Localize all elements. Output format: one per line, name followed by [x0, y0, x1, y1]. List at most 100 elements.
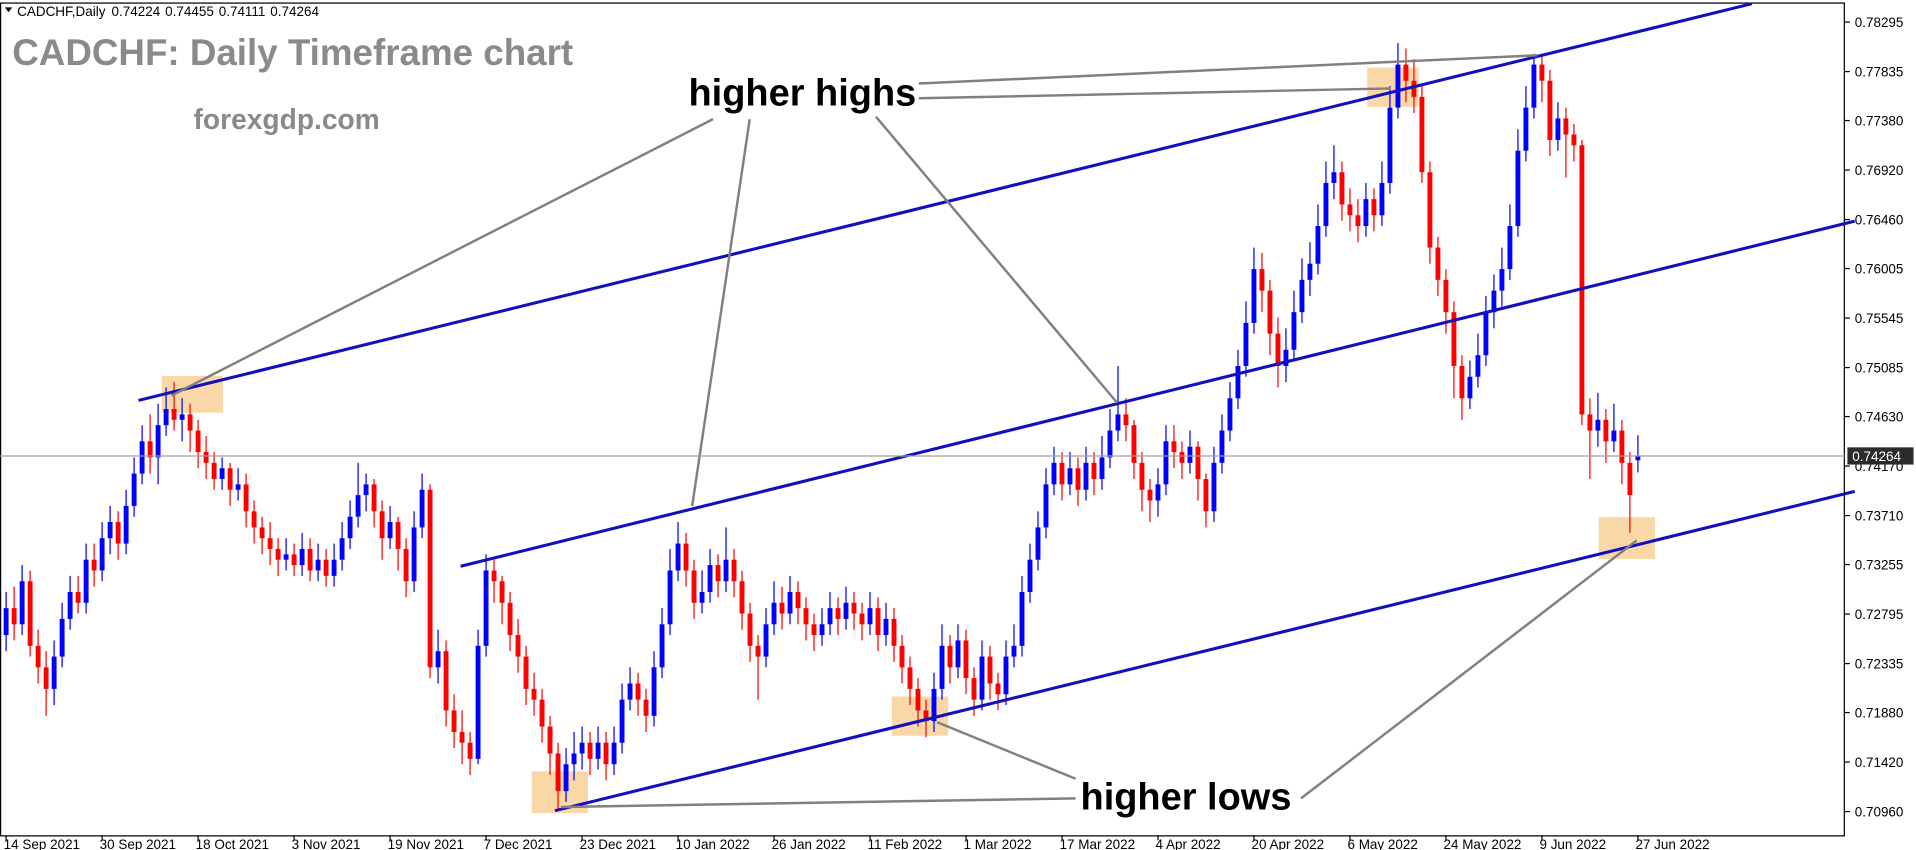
candle-body [1379, 182, 1385, 216]
annotation: higher highs [688, 73, 916, 115]
candle-body [1459, 365, 1465, 399]
pointer-line [936, 721, 1077, 780]
candle-body [523, 656, 529, 689]
x-tick-label: 9 Jun 2022 [1539, 837, 1606, 850]
pointer-line [690, 118, 751, 507]
candle-body [123, 505, 129, 544]
candle-body [571, 753, 577, 765]
candle-body [715, 565, 721, 582]
candle-body [19, 581, 25, 625]
candle-body [923, 710, 929, 722]
candle-body [547, 726, 553, 754]
candle-body [1315, 226, 1321, 264]
candle-body [75, 592, 81, 603]
candle-body [1187, 446, 1193, 463]
candle-body [1611, 430, 1617, 442]
candle-body [1115, 414, 1121, 431]
candle-body [323, 559, 329, 576]
candle-body [907, 667, 913, 689]
pointer-line [1300, 539, 1638, 800]
candle-body [731, 559, 737, 582]
y-tick-label: 0.72335 [1855, 656, 1904, 671]
candle-body [99, 538, 105, 571]
x-tick-label: 30 Sep 2021 [100, 837, 176, 850]
candle-body [619, 699, 625, 743]
x-tick-label: 26 Jan 2022 [772, 837, 846, 850]
candle-body [1491, 290, 1497, 313]
candle-body [491, 570, 497, 582]
candle-body [131, 473, 137, 506]
candle-body [667, 570, 673, 625]
candle-body [963, 640, 969, 679]
candle-body [779, 602, 785, 614]
candle-body [195, 430, 201, 453]
candle-body [915, 688, 921, 711]
candle-body [891, 618, 897, 646]
candle-body [155, 425, 161, 458]
candle-body [979, 656, 985, 700]
header: CADCHF,Daily 0.74224 0.74455 0.74111 0.74264 [17, 4, 319, 19]
candle-body [203, 452, 209, 463]
candle-body [291, 554, 297, 566]
y-tick-label: 0.70960 [1855, 804, 1904, 819]
candle-body [987, 656, 993, 684]
candle-body [315, 559, 321, 571]
candle-body [1619, 430, 1625, 463]
y-tick-label: 0.73710 [1855, 508, 1904, 523]
candle-body [899, 645, 905, 668]
candle-body [179, 414, 185, 420]
candle-body [659, 624, 665, 668]
candle-body [467, 742, 473, 759]
candle-body [883, 618, 889, 636]
pointer-line [918, 54, 1538, 85]
candle-body [1179, 452, 1185, 463]
candle-body [1627, 462, 1633, 496]
candle-body [1539, 64, 1545, 81]
candle-body [339, 538, 345, 560]
x-tick-label: 23 Dec 2021 [580, 837, 656, 850]
candle-body [299, 548, 305, 566]
x-tick-label: 11 Feb 2022 [868, 837, 943, 850]
candle-body [531, 688, 537, 700]
candle-body [827, 608, 833, 625]
candle-body [91, 559, 97, 571]
candle-body [275, 548, 281, 560]
x-tick-label: 10 Jan 2022 [676, 837, 750, 850]
candle-body [1531, 64, 1537, 108]
candle-body [1195, 446, 1201, 479]
candle-body [283, 554, 289, 560]
candle-body [1123, 414, 1129, 426]
x-tick-label: 18 Oct 2021 [196, 837, 269, 850]
candle-body [1203, 478, 1209, 512]
candle-body [675, 543, 681, 571]
candle-body [1091, 462, 1097, 479]
candle-body [419, 489, 425, 528]
candle-body [435, 651, 441, 668]
candle-body [355, 495, 361, 517]
candle-body [371, 484, 377, 512]
candle-body [1235, 365, 1241, 399]
candle-body [1275, 333, 1281, 366]
trend-lines [138, 2, 1856, 813]
plot-frame [0, 2, 1845, 837]
chart-title: CADCHF: Daily Timeframe chart [12, 32, 573, 73]
candle-body [67, 592, 73, 619]
y-tick-label: 0.78295 [1855, 15, 1904, 30]
candle-body [1635, 455, 1641, 461]
candle-body [1163, 441, 1169, 485]
candle-body [219, 468, 225, 479]
x-tick-label: 14 Sep 2021 [4, 837, 80, 850]
candle-body [3, 608, 9, 636]
candle-body [235, 484, 241, 490]
x-tick-label: 24 May 2022 [1443, 837, 1521, 850]
candle-body [1107, 430, 1113, 458]
header-icon [4, 7, 13, 13]
candle-body [1171, 441, 1177, 453]
candle-body [747, 613, 753, 646]
candle-body [507, 602, 513, 636]
pointer-line [561, 797, 1076, 809]
candle-body [1075, 468, 1081, 490]
candle-body [939, 645, 945, 689]
candle-body [1155, 484, 1161, 501]
